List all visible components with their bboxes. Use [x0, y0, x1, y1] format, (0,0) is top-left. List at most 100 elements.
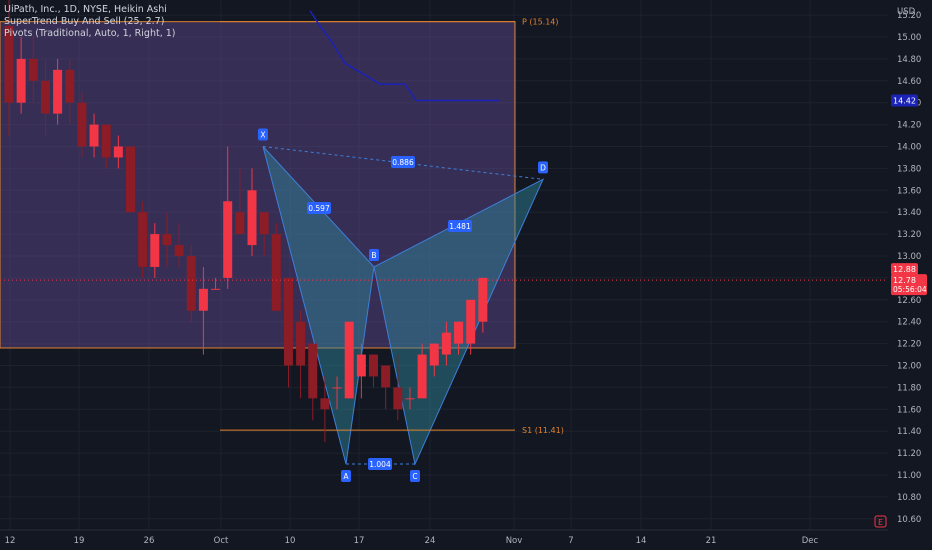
point-b-label: B [369, 248, 379, 261]
point-a-label: A [341, 470, 351, 483]
pivot-s1-label: S1 (11.41) [522, 426, 564, 435]
point-c-label-bg [410, 470, 420, 483]
time-axis-background [0, 530, 932, 550]
candle [296, 310, 306, 399]
currency-label: USD [897, 7, 916, 17]
candle-body [405, 398, 415, 400]
svg-text:E: E [878, 518, 883, 527]
point-b-label-bg [369, 248, 379, 261]
pivot-lines: P (15.14) S1 (11.41) [220, 18, 564, 435]
point-b-label-text: B [371, 251, 376, 260]
candle-body [332, 387, 342, 389]
time-tick-label: 24 [425, 536, 436, 546]
supertrend-line [309, 10, 500, 102]
chart-legend: UiPath, Inc., 1D, NYSE, Heikin Ashi Supe… [4, 4, 175, 40]
candle [223, 146, 233, 289]
price-tick-label: 11.20 [897, 449, 921, 459]
ratio-label-text: 0.597 [308, 204, 330, 213]
candles [4, 0, 488, 443]
time-tick-label: 21 [706, 536, 717, 546]
supertrend-price-badge: 14.42 [891, 94, 918, 107]
candle-body [186, 256, 196, 311]
candle [53, 58, 63, 125]
candle-body [138, 212, 148, 267]
candle-body [4, 26, 14, 103]
point-a-label-bg [341, 470, 351, 483]
candle [454, 321, 464, 355]
price-tick-label: 12.40 [897, 318, 921, 328]
price-tick-label: 12.60 [897, 296, 921, 306]
candle [4, 0, 14, 136]
price-tick-label: 14.00 [897, 143, 921, 153]
time-axis[interactable]: 12 19 26 Oct 10 17 24 Nov 7 14 21 Dec [0, 529, 932, 550]
candle [393, 354, 403, 421]
candle-body [174, 245, 184, 256]
point-d-label: D [538, 161, 548, 174]
candle [429, 343, 439, 377]
candle [308, 343, 318, 421]
ratio-label: 1.004 [368, 458, 392, 470]
candle-body [478, 277, 488, 322]
candle-body [369, 354, 378, 377]
candle [478, 277, 488, 333]
candle-body [101, 124, 111, 158]
indicator-supertrend[interactable]: SuperTrend Buy And Sell (25, 2.7) [4, 16, 165, 27]
pattern-labels: X A B C D 0.597 0.886 1.004 1.481 [258, 128, 548, 483]
price-tick-label: 11.80 [897, 383, 921, 393]
candle-body [150, 234, 160, 267]
last-price-badge: 12.88 [891, 263, 918, 276]
candle [356, 343, 366, 399]
price-tick-label: 15.00 [897, 33, 921, 43]
candle [466, 299, 476, 355]
candle-body [308, 343, 318, 399]
candle-body [356, 354, 366, 377]
ratio-label: 0.597 [307, 202, 331, 214]
e-marker-icon[interactable]: E [874, 515, 887, 528]
time-tick-label: Nov [506, 536, 523, 546]
price-tick-label: 11.40 [897, 427, 921, 437]
candle [186, 245, 196, 322]
time-tick-label: 7 [568, 536, 573, 546]
candle-body [89, 124, 99, 147]
price-tick-label: 15.20 [897, 11, 921, 21]
candle [344, 321, 354, 399]
candle-body [162, 234, 172, 246]
price-tick-label: 11.60 [897, 405, 921, 415]
candle-body [235, 212, 245, 235]
countdown-text: 05:56:04 [893, 285, 927, 294]
price-tick-label: 13.20 [897, 230, 921, 240]
symbol-title[interactable]: UiPath, Inc., 1D, NYSE, Heikin Ashi [4, 4, 167, 15]
candle-body [77, 102, 87, 147]
candle-body [259, 212, 269, 235]
candle [138, 201, 148, 278]
candle-body [393, 387, 403, 410]
candle [247, 168, 257, 256]
candle [126, 146, 135, 213]
candle [271, 223, 281, 311]
point-x-label-bg [258, 128, 268, 141]
price-tick-label: 13.40 [897, 208, 921, 218]
indicator-pivots[interactable]: Pivots (Traditional, Auto, 1, Right, 1) [4, 28, 176, 39]
candle-body [283, 277, 293, 366]
time-tick-label: 10 [285, 536, 296, 546]
candle-body [296, 321, 306, 366]
time-tick-label: 14 [636, 536, 647, 546]
candle-body [126, 146, 135, 213]
candle [441, 321, 451, 366]
candle-body [16, 58, 26, 103]
candle [28, 37, 38, 103]
supertrend-price-badge-bg [891, 94, 918, 107]
candle-body [429, 343, 439, 366]
candle-body [28, 58, 38, 81]
price-tick-label: 14.80 [897, 55, 921, 65]
chart-grid [0, 0, 888, 530]
candle [417, 343, 427, 399]
candle [40, 58, 50, 136]
candle-body [344, 321, 354, 399]
point-x-label-text: X [260, 131, 265, 140]
price-axis[interactable]: USD 15.2015.0014.8014.6014.4014.2014.001… [888, 0, 932, 530]
candle [332, 376, 342, 410]
candle-body [40, 80, 50, 114]
candle [235, 168, 245, 235]
